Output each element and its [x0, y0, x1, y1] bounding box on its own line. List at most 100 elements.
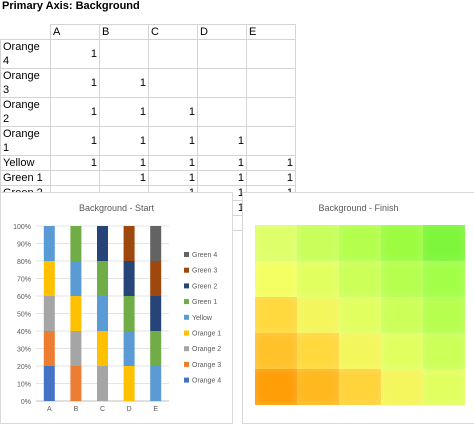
table-cell[interactable]: 1 [50, 97, 100, 127]
bar-segment[interactable] [123, 296, 135, 331]
table-cell[interactable] [246, 68, 296, 98]
table-cell[interactable]: 1 [148, 97, 198, 127]
bar-segment[interactable] [150, 296, 162, 331]
bar-segment[interactable] [43, 331, 55, 366]
bar-segment[interactable] [97, 296, 108, 331]
column-header[interactable]: A [50, 24, 100, 40]
x-tick-label: C [100, 406, 105, 413]
chart-start-panel[interactable]: Background - Start 0% 10% 20% 30% 40% 50% 60% 7… [0, 192, 233, 424]
table-cell[interactable] [246, 39, 296, 69]
legend-label: Orange 4 [192, 378, 221, 385]
heatmap-cell[interactable] [339, 297, 381, 333]
y-tick-label: 0% [21, 399, 31, 406]
heatmap-cell[interactable] [339, 369, 381, 405]
bar-segment[interactable] [70, 331, 82, 366]
column-header[interactable]: D [197, 24, 247, 40]
table-cell[interactable]: 1 [148, 126, 198, 156]
heatmap-cell[interactable] [297, 369, 339, 405]
row-label[interactable]: Orange 4 [0, 39, 51, 69]
row-label[interactable]: Green 1 [0, 170, 51, 186]
bar-segment[interactable] [43, 366, 55, 401]
bar-segment[interactable] [97, 331, 108, 366]
heatmap-cell[interactable] [381, 369, 423, 405]
heatmap-cell[interactable] [339, 333, 381, 369]
heatmap-cell[interactable] [255, 369, 297, 405]
table-cell[interactable]: 1 [246, 155, 296, 171]
bar-segment[interactable] [123, 261, 135, 296]
heatmap-cell[interactable] [255, 333, 297, 369]
legend-label: Yellow [192, 315, 213, 322]
table-cell[interactable] [99, 39, 149, 69]
bar-segment[interactable] [43, 261, 55, 296]
table-cell[interactable]: 1 [50, 68, 100, 98]
bar-segment[interactable] [150, 261, 162, 296]
table-cell[interactable]: 1 [99, 155, 149, 171]
table-cell[interactable]: 1 [197, 155, 247, 171]
table-cell[interactable]: 1 [99, 126, 149, 156]
heatmap-cell[interactable] [297, 333, 339, 369]
table-cell[interactable] [246, 126, 296, 156]
heatmap-cell[interactable] [297, 225, 339, 261]
heatmap-cell[interactable] [381, 297, 423, 333]
heatmap-cell[interactable] [255, 261, 297, 297]
heatmap-cell[interactable] [423, 225, 465, 261]
bar-segment[interactable] [123, 331, 135, 366]
table-cell[interactable] [148, 68, 198, 98]
table-cell[interactable]: 1 [197, 126, 247, 156]
row-label[interactable]: Yellow [0, 155, 51, 171]
bar-segment[interactable] [150, 331, 162, 366]
x-tick-label: E [153, 406, 158, 413]
bar-segment[interactable] [70, 366, 82, 401]
heatmap-cell[interactable] [423, 333, 465, 369]
bar-segment[interactable] [150, 226, 162, 261]
heatmap-cell[interactable] [297, 297, 339, 333]
column-header[interactable]: C [148, 24, 198, 40]
bar-segment[interactable] [123, 366, 135, 401]
heatmap-cell[interactable] [255, 297, 297, 333]
table-cell[interactable]: 1 [197, 170, 247, 186]
chart-finish-panel[interactable]: Background - Finish [242, 192, 474, 424]
heatmap-cell[interactable] [423, 369, 465, 405]
bar-segment[interactable] [70, 296, 82, 331]
table-cell[interactable]: 1 [148, 155, 198, 171]
table-cell[interactable]: 1 [246, 170, 296, 186]
bar-segment[interactable] [43, 226, 55, 261]
table-cell[interactable]: 1 [50, 126, 100, 156]
table-cell[interactable] [50, 170, 100, 186]
heatmap-cell[interactable] [339, 225, 381, 261]
bar-segment[interactable] [70, 261, 82, 296]
table-cell[interactable]: 1 [99, 68, 149, 98]
bar-segment[interactable] [97, 226, 108, 261]
table-cell[interactable] [197, 68, 247, 98]
heatmap-cell[interactable] [381, 225, 423, 261]
column-header[interactable]: B [99, 24, 149, 40]
table-cell[interactable]: 1 [148, 170, 198, 186]
table-cell[interactable] [197, 39, 247, 69]
heatmap-cell[interactable] [297, 261, 339, 297]
table-cell[interactable] [148, 39, 198, 69]
row-label[interactable]: Orange 2 [0, 97, 51, 127]
table-cell[interactable] [197, 97, 247, 127]
column-header[interactable]: E [246, 24, 296, 40]
heatmap-cell[interactable] [381, 333, 423, 369]
table-cell[interactable]: 1 [99, 170, 149, 186]
corner-cell [1, 25, 51, 40]
legend-swatch [184, 314, 189, 320]
heatmap-cell[interactable] [255, 225, 297, 261]
bar-segment[interactable] [70, 226, 82, 261]
bar-segment[interactable] [97, 261, 108, 296]
heatmap-cell[interactable] [423, 261, 465, 297]
bar-segment[interactable] [150, 366, 162, 401]
row-label[interactable]: Orange 3 [0, 68, 51, 98]
bar-segment[interactable] [43, 296, 55, 331]
bar-segment[interactable] [123, 226, 135, 261]
heatmap-cell[interactable] [423, 297, 465, 333]
heatmap-cell[interactable] [339, 261, 381, 297]
table-cell[interactable]: 1 [50, 155, 100, 171]
table-cell[interactable]: 1 [99, 97, 149, 127]
heatmap-cell[interactable] [381, 261, 423, 297]
table-cell[interactable] [246, 97, 296, 127]
bar-segment[interactable] [97, 366, 108, 401]
table-cell[interactable]: 1 [50, 39, 100, 69]
row-label[interactable]: Orange 1 [0, 126, 51, 156]
